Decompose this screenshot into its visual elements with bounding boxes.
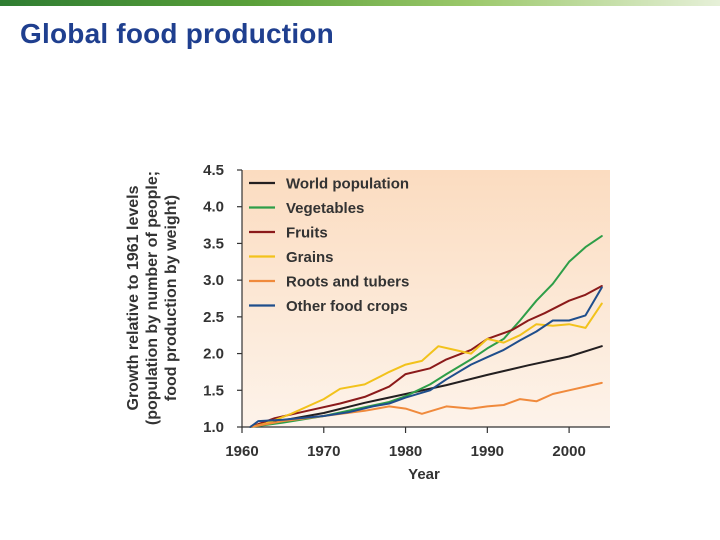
x-tick-label: 2000 [552, 443, 585, 460]
header-accent-bar [0, 0, 720, 6]
series-line-other-food-crops [249, 286, 603, 428]
legend-label: Other food crops [286, 298, 408, 315]
x-tick-label: 1960 [225, 443, 258, 460]
x-tick-label: 1980 [389, 443, 422, 460]
legend-label: Fruits [286, 225, 328, 242]
series-line-vegetables [249, 235, 603, 428]
series-line-fruits [249, 285, 603, 428]
x-tick-label: 1990 [471, 443, 504, 460]
y-axis-label: Growth relative to 1961 levels (populatio… [125, 171, 180, 425]
legend-label: Roots and tubers [286, 274, 409, 291]
series-line-world-population [249, 345, 603, 428]
y-tick-label: 1.0 [203, 419, 224, 436]
legend-label: Vegetables [286, 200, 364, 217]
y-tick-label: 3.0 [203, 272, 224, 289]
y-axis-label-line: food production by weight) [163, 195, 180, 401]
x-tick-label: 1970 [307, 443, 340, 460]
y-tick-label: 4.0 [203, 199, 224, 216]
y-axis-label-line: Growth relative to 1961 levels [125, 185, 142, 410]
y-tick-label: 2.5 [203, 309, 224, 326]
series-line-grains [249, 302, 603, 428]
y-axis-label-line: (population by number of people; [144, 171, 161, 425]
y-tick-label: 4.5 [203, 162, 224, 179]
y-tick-label: 3.5 [203, 235, 224, 252]
x-axis-label: Year [408, 466, 440, 483]
y-tick-label: 2.0 [203, 346, 224, 363]
slide-title: Global food production [20, 18, 334, 49]
legend-label: World population [286, 176, 409, 193]
y-tick-label: 1.5 [203, 382, 224, 399]
plot-area [242, 170, 610, 427]
legend-label: Grains [286, 249, 334, 266]
